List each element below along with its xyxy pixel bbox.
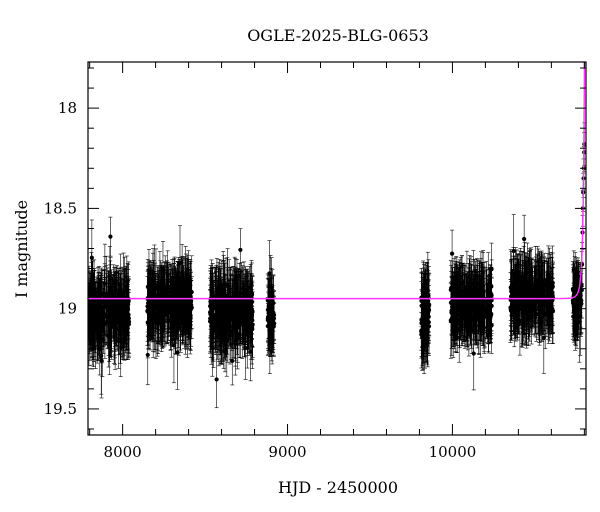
data-point xyxy=(165,265,170,322)
data-point xyxy=(146,268,151,346)
x-tick-label: 8000 xyxy=(104,443,142,461)
chart-title: OGLE-2025-BLG-0653 xyxy=(247,26,429,45)
data-point xyxy=(169,266,175,347)
data-point xyxy=(176,270,181,348)
data-point xyxy=(173,270,178,335)
data-point xyxy=(98,279,103,335)
data-point xyxy=(108,216,113,257)
y-tick-label: 18.5 xyxy=(44,199,77,217)
data-points xyxy=(88,122,586,409)
data-point xyxy=(99,322,104,399)
data-point xyxy=(171,307,177,384)
data-point xyxy=(168,263,173,330)
x-axis-label: HJD - 2450000 xyxy=(278,478,398,497)
y-tick-label: 19 xyxy=(58,300,77,318)
data-point xyxy=(121,290,126,356)
data-point xyxy=(158,260,163,341)
data-point xyxy=(160,276,166,317)
data-point xyxy=(183,253,189,319)
data-point xyxy=(123,306,129,344)
data-point xyxy=(103,302,108,345)
x-tick-label: 9000 xyxy=(268,443,306,461)
data-point xyxy=(214,350,219,409)
y-tick-label: 18 xyxy=(58,99,77,117)
data-point xyxy=(148,264,154,325)
data-point xyxy=(150,248,156,328)
data-point xyxy=(179,275,184,337)
data-point xyxy=(156,280,161,323)
y-axis-label: I magnitude xyxy=(12,200,31,298)
data-point xyxy=(107,286,112,331)
data-point xyxy=(126,269,131,337)
y-tick-label: 19.5 xyxy=(44,400,77,418)
data-point xyxy=(145,324,150,386)
data-point xyxy=(153,273,159,342)
x-tick-label: 10000 xyxy=(429,443,477,461)
data-point xyxy=(99,269,105,333)
data-point xyxy=(95,295,100,361)
data-point xyxy=(238,228,243,272)
data-point xyxy=(114,280,119,342)
data-point xyxy=(111,264,116,337)
data-point xyxy=(166,291,171,330)
data-point xyxy=(119,277,124,359)
data-point xyxy=(108,285,113,353)
data-point xyxy=(102,276,108,335)
